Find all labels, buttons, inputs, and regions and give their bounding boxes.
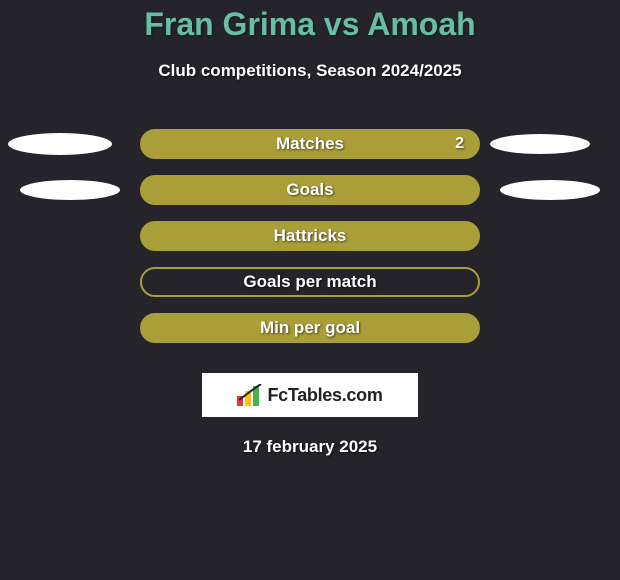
stat-bar: Goals	[140, 175, 480, 205]
stat-bar: Matches 2	[140, 129, 480, 159]
stat-row: Hattricks	[0, 213, 620, 259]
stat-label: Hattricks	[274, 226, 347, 246]
stat-row: Goals per match	[0, 259, 620, 305]
stat-bar: Goals per match	[140, 267, 480, 297]
stat-row: Min per goal	[0, 305, 620, 351]
left-ellipse	[8, 133, 112, 155]
date-text: 17 february 2025	[0, 437, 620, 457]
comparison-rows: Matches 2 Goals Hattricks Goals per match Min…	[0, 121, 620, 351]
stat-value-right: 2	[455, 135, 464, 153]
stat-row: Goals	[0, 167, 620, 213]
logo-inner: FcTables.com	[237, 384, 382, 406]
logo-text: FcTables.com	[267, 385, 382, 406]
stat-label: Goals per match	[243, 272, 376, 292]
stat-label: Min per goal	[260, 318, 360, 338]
stat-bar: Hattricks	[140, 221, 480, 251]
bars-icon	[237, 384, 263, 406]
fctables-logo: FcTables.com	[202, 373, 418, 417]
stat-row: Matches 2	[0, 121, 620, 167]
page-title: Fran Grima vs Amoah	[0, 0, 620, 43]
right-ellipse	[500, 180, 600, 200]
page-subtitle: Club competitions, Season 2024/2025	[0, 61, 620, 81]
stat-label: Matches	[276, 134, 344, 154]
right-ellipse	[490, 134, 590, 154]
stat-bar: Min per goal	[140, 313, 480, 343]
left-ellipse	[20, 180, 120, 200]
stat-label: Goals	[286, 180, 333, 200]
